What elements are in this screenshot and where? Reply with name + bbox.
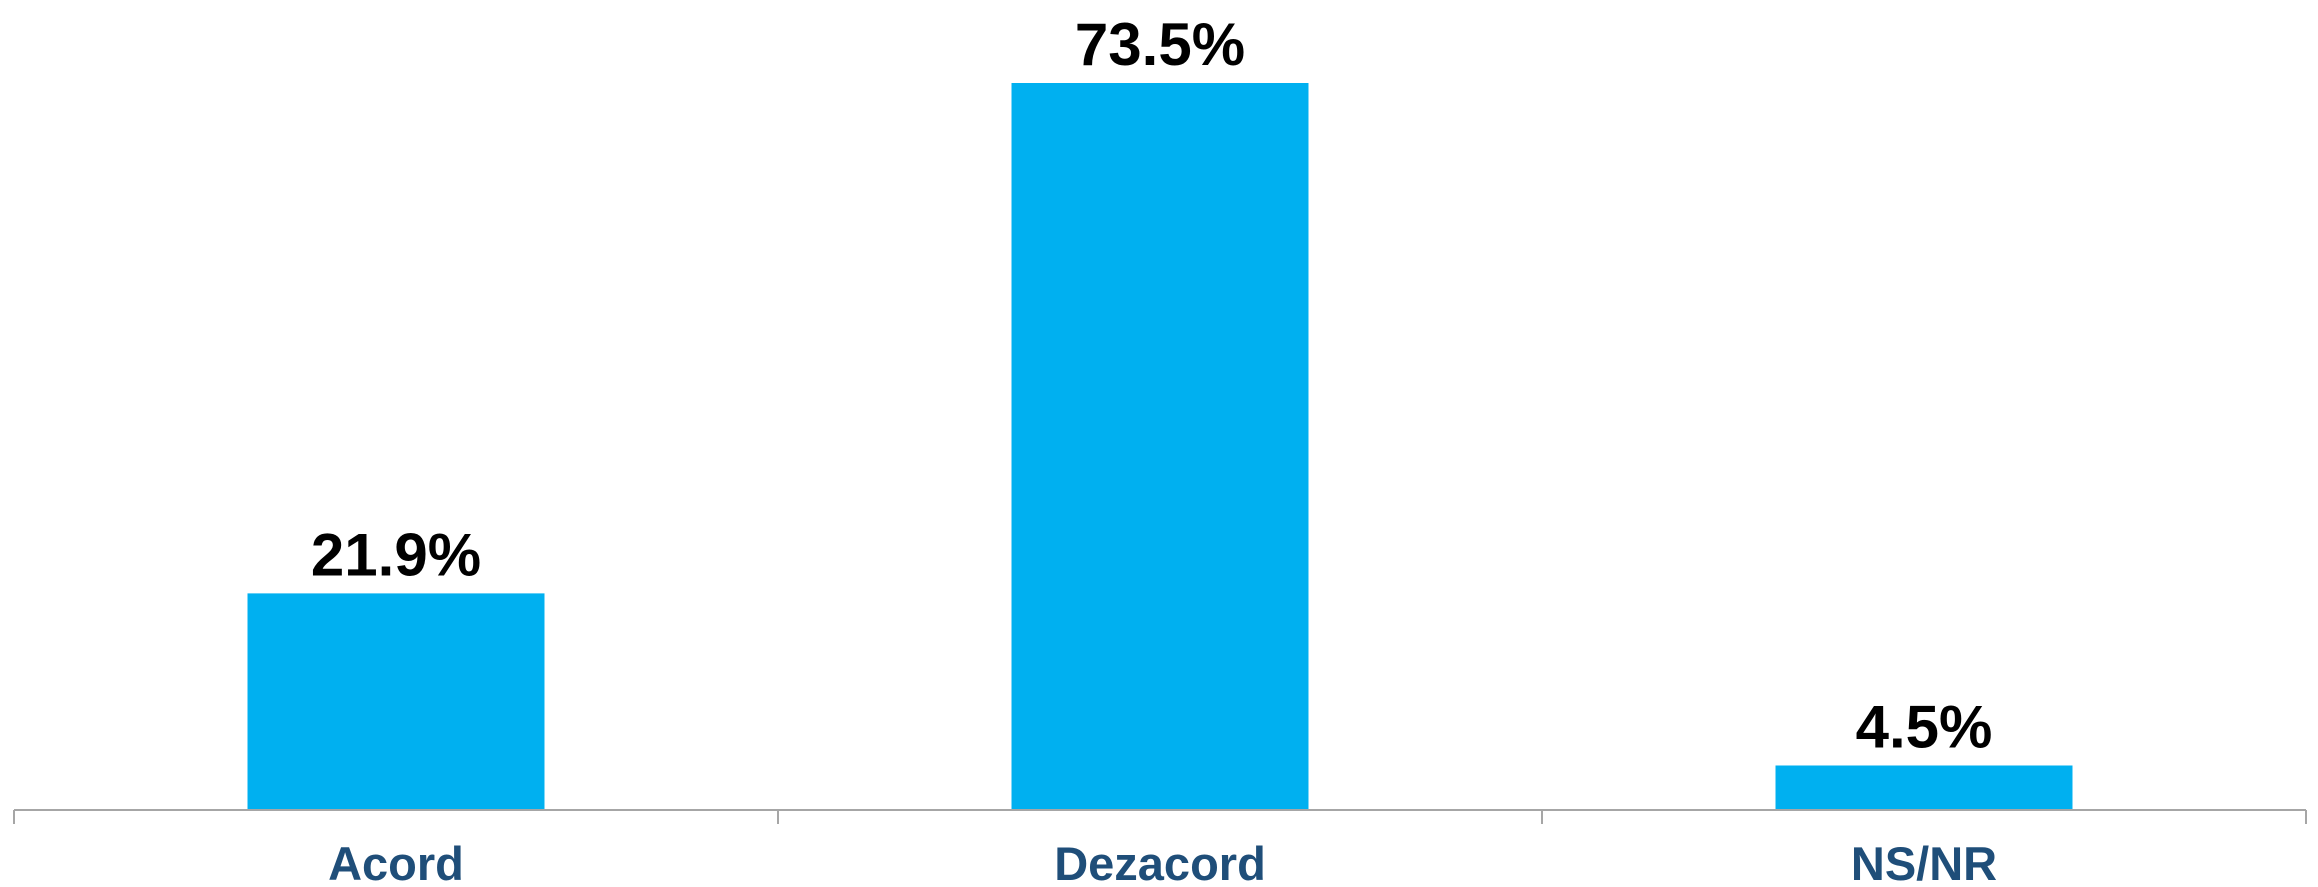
bar-value-label: 73.5%	[1075, 11, 1245, 78]
category-labels-group: Acord Dezacord NS/NR	[328, 837, 1997, 887]
x-axis-ticks	[13, 810, 2307, 824]
category-label: NS/NR	[1851, 837, 1997, 887]
bar-ns-nr	[1775, 765, 2073, 810]
bar-value-label: 21.9%	[311, 521, 481, 588]
bar-acord	[247, 593, 545, 810]
category-label: Dezacord	[1054, 837, 1266, 887]
bar-value-label: 4.5%	[1856, 693, 1993, 760]
bar-dezacord	[1011, 83, 1309, 810]
category-label: Acord	[328, 837, 464, 887]
value-labels-group: 21.9% 73.5% 4.5%	[311, 11, 1992, 760]
bars-group	[247, 83, 2073, 810]
